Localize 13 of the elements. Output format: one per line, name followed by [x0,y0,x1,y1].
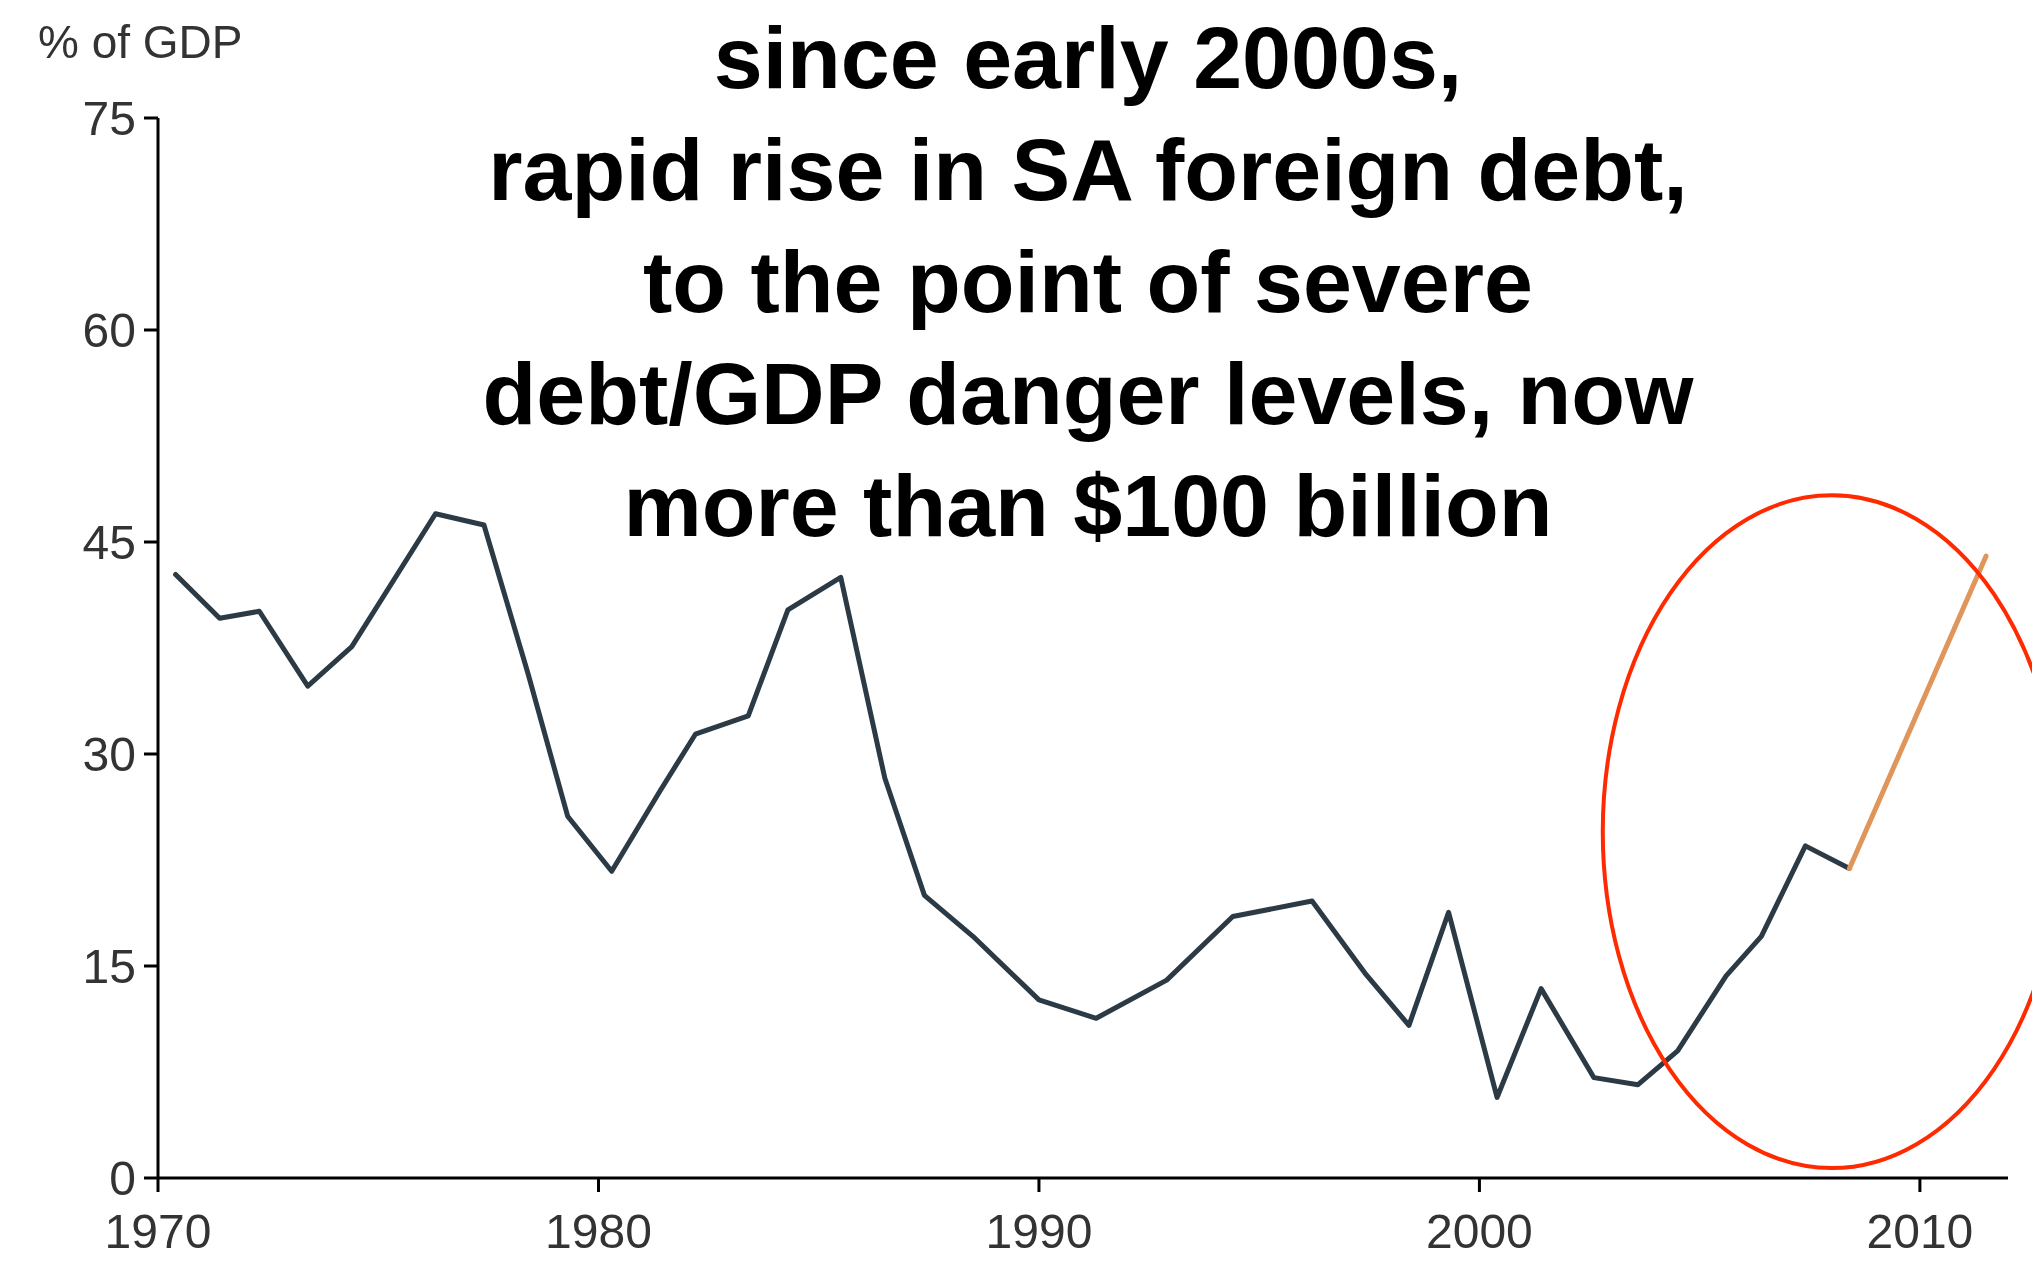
x-tick-label: 1970 [104,1205,212,1258]
y-tick-label: 45 [82,515,136,569]
y-axis-title: % of GDP [38,16,243,68]
x-tick-label: 1990 [985,1205,1093,1258]
y-tick-label: 75 [82,91,136,145]
y-tick-label: 30 [82,727,136,781]
x-tick-label: 2000 [1426,1205,1533,1258]
x-tick-label: 2010 [1866,1205,1974,1258]
y-tick-label: 15 [82,939,136,993]
x-tick-label: 1980 [545,1205,652,1258]
y-tick-label: 0 [109,1151,136,1205]
text: since early 2000s, rapid rise in SA foreign debt, to the point of severe debt/GDP danger levels, now more than $100 billion [482,8,1695,555]
y-tick-label: 60 [82,303,136,357]
